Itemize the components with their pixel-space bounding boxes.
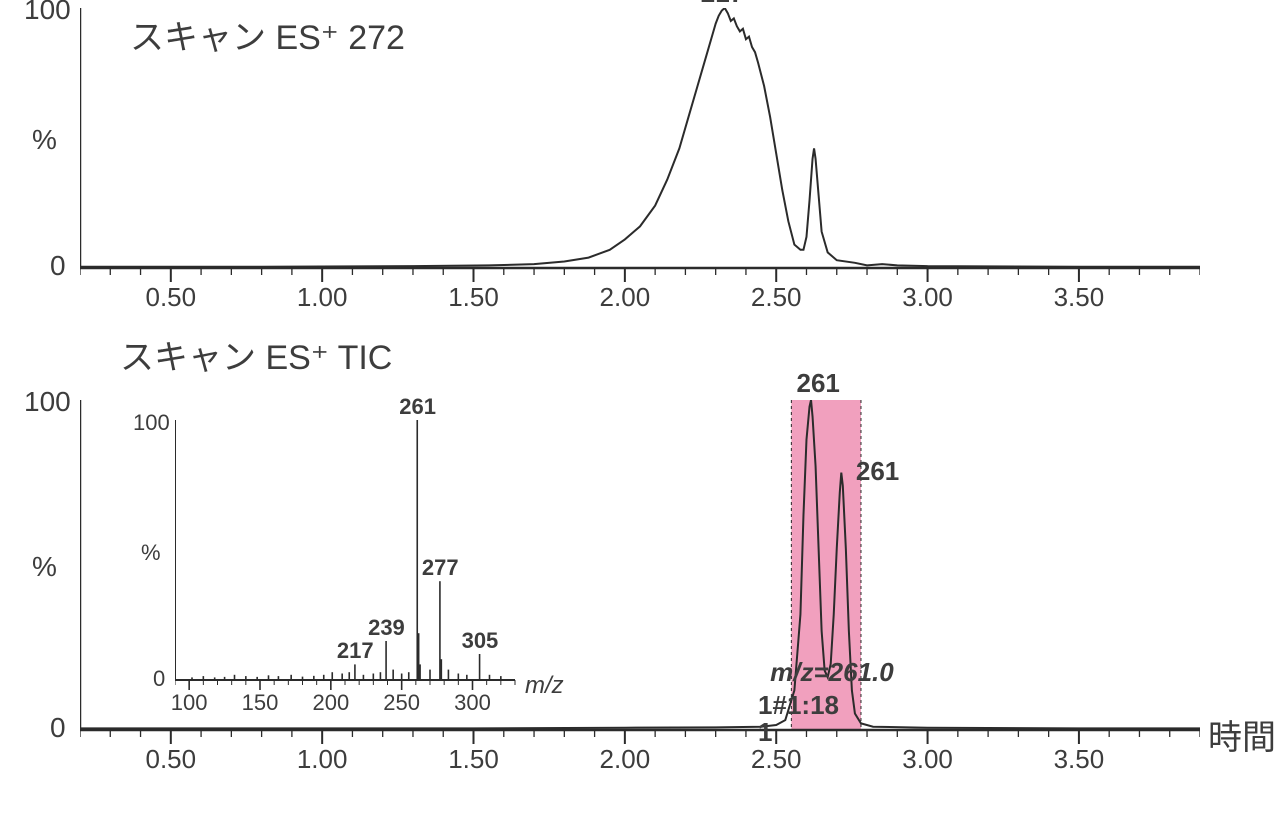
top-xtick-label: 1.00 (297, 282, 348, 313)
inset-ytick-0: 0 (153, 666, 165, 692)
bottom-xtick-label: 1.00 (297, 744, 348, 775)
top-xtick-label: 0.50 (145, 282, 196, 313)
bottom-peak-label-2: 261 (856, 456, 899, 487)
bottom-xtick-label: 1.50 (448, 744, 499, 775)
inset-spectrum-panel (175, 420, 575, 720)
top-xtick-label: 2.50 (751, 282, 802, 313)
chromatogram-figure: { "figure": { "background_color": "#ffff… (0, 0, 1280, 815)
inset-xtick-label: 250 (383, 690, 420, 716)
inset-peak-label: 239 (368, 615, 405, 641)
top-ytick-100: 100 (24, 0, 71, 26)
bottom-xtick-label: 3.00 (902, 744, 953, 775)
bottom-peak-label-1: 261 (796, 368, 839, 399)
bottom-xtick-label: 2.50 (751, 744, 802, 775)
bottom-panel-title: スキャン ES⁺ TIC (120, 330, 392, 379)
bottom-ytick-100: 100 (24, 386, 71, 418)
x-axis-end-label: 時間 (1208, 710, 1276, 759)
inset-xtick-label: 300 (454, 690, 491, 716)
top-peak-label: 217 (701, 0, 744, 9)
inset-peak-label: 305 (462, 628, 499, 654)
inset-peak-label: 277 (422, 555, 459, 581)
inset-y-percent-label: % (141, 540, 161, 566)
inset-x-axis-label: m/z (525, 672, 564, 700)
bottom-one-annotation: 1 (758, 717, 772, 748)
top-xtick-label: 1.50 (448, 282, 499, 313)
top-xtick-label: 2.00 (600, 282, 651, 313)
bottom-xtick-label: 3.50 (1054, 744, 1105, 775)
inset-xtick-label: 100 (171, 690, 208, 716)
inset-ytick-100: 100 (133, 410, 170, 436)
top-ytick-0: 0 (50, 250, 66, 282)
bottom-xtick-label: 2.00 (600, 744, 651, 775)
bottom-ytick-0: 0 (50, 712, 66, 744)
inset-xtick-label: 150 (242, 690, 279, 716)
inset-xtick-label: 200 (312, 690, 349, 716)
inset-spectrum-svg (175, 420, 575, 720)
top-xtick-label: 3.00 (902, 282, 953, 313)
bottom-y-percent-label: % (32, 551, 57, 583)
inset-peak-label: 217 (337, 638, 374, 664)
inset-peak-label: 261 (399, 394, 436, 420)
bottom-mz-annotation: m/z=261.0 (770, 657, 894, 688)
bottom-xtick-label: 0.50 (145, 744, 196, 775)
top-panel-title: スキャン ES⁺ 272 (130, 10, 405, 59)
top-xtick-label: 3.50 (1054, 282, 1105, 313)
top-y-percent-label: % (32, 124, 57, 156)
